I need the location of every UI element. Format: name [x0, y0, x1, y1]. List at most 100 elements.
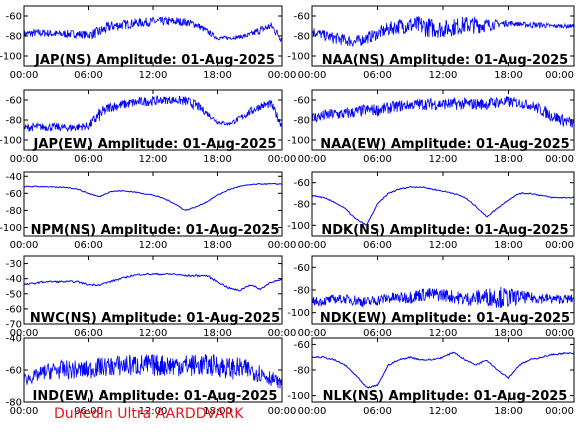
x-tick-label: 06:00 — [363, 154, 392, 165]
panel-title: JAP(EW) Amplitude: 01-Aug-2025 — [33, 137, 277, 152]
x-tick-label: 00:00 — [10, 328, 39, 339]
series-line — [311, 286, 575, 309]
series-line — [23, 15, 283, 44]
x-tick-label: 00:00 — [298, 240, 327, 251]
series-line — [23, 272, 283, 292]
x-tick-label: 06:00 — [74, 328, 103, 339]
y-tick-label: -60 — [294, 178, 310, 189]
y-tick-label: -80 — [6, 398, 22, 409]
x-tick-label: 18:00 — [494, 154, 523, 165]
y-tick-label: -30 — [6, 259, 22, 270]
chart-panel-5: -100 -80 -60 00:00 06:00 12:00 18:00 00:00 NDK(N… — [287, 171, 575, 251]
x-tick-label: 12:00 — [139, 240, 168, 251]
chart-panel-7: -100 -80 -60 00:00 06:00 12:00 18:00 00:00 NDK(E… — [287, 255, 575, 339]
x-tick-label: 12:00 — [139, 406, 168, 417]
x-tick-label: 18:00 — [203, 70, 232, 81]
x-tick-label: 06:00 — [74, 240, 103, 251]
x-tick-label: 00:00 — [268, 240, 297, 251]
chart-panel-6: -70 -60 -50 -40 -30 00:00 06:00 12:00 18:00 00:00… — [6, 255, 297, 339]
y-tick-label: -80 — [294, 366, 310, 377]
x-tick-label: 06:00 — [363, 70, 392, 81]
panel-title: NWC(NS) Amplitude: 01-Aug-2025 — [30, 311, 280, 326]
y-tick-label: -60 — [6, 96, 22, 107]
x-tick-label: 00:00 — [268, 70, 297, 81]
series-line — [23, 95, 283, 132]
y-tick-label: -80 — [294, 32, 310, 43]
x-tick-label: 18:00 — [494, 328, 523, 339]
x-tick-label: 00:00 — [268, 154, 297, 165]
x-tick-label: 12:00 — [429, 70, 458, 81]
y-tick-label: -100 — [287, 136, 310, 147]
x-tick-label: 00:00 — [298, 406, 327, 417]
x-tick-label: 12:00 — [429, 406, 458, 417]
y-tick-label: -60 — [6, 304, 22, 315]
x-tick-label: 00:00 — [545, 240, 574, 251]
x-tick-label: 18:00 — [203, 406, 232, 417]
x-tick-label: 12:00 — [429, 154, 458, 165]
chart-panel-2: -100 -80 -60 00:00 06:00 12:00 18:00 00:00 JAP(E… — [0, 89, 297, 165]
y-tick-label: -40 — [6, 334, 22, 345]
x-tick-label: 18:00 — [494, 70, 523, 81]
x-tick-label: 06:00 — [363, 240, 392, 251]
panel-title: IND(EW) Amplitude: 01-Aug-2025 — [33, 389, 278, 404]
x-tick-label: 00:00 — [268, 328, 297, 339]
x-tick-label: 18:00 — [203, 328, 232, 339]
y-tick-label: -100 — [0, 52, 22, 63]
y-tick-label: -80 — [294, 200, 310, 211]
y-tick-label: -100 — [287, 391, 310, 402]
x-tick-label: 00:00 — [545, 70, 574, 81]
y-tick-label: -80 — [6, 206, 22, 217]
y-tick-label: -100 — [0, 136, 22, 147]
x-tick-label: 06:00 — [74, 406, 103, 417]
y-tick-label: -60 — [294, 340, 310, 351]
x-tick-label: 00:00 — [298, 328, 327, 339]
x-tick-label: 06:00 — [74, 70, 103, 81]
y-tick-label: -70 — [6, 320, 22, 331]
panel-title: NAA(EW) Amplitude: 01-Aug-2025 — [320, 137, 569, 152]
y-tick-label: -60 — [294, 12, 310, 23]
x-tick-label: 18:00 — [203, 154, 232, 165]
y-tick-label: -60 — [6, 366, 22, 377]
x-tick-label: 00:00 — [545, 154, 574, 165]
x-tick-label: 00:00 — [545, 328, 574, 339]
chart-panel-1: -100 -80 -60 00:00 06:00 12:00 18:00 00:00 NAA(N… — [287, 5, 575, 81]
series-line — [311, 15, 575, 47]
x-tick-label: 18:00 — [494, 406, 523, 417]
y-tick-label: -100 — [287, 52, 310, 63]
x-tick-label: 18:00 — [203, 240, 232, 251]
y-tick-label: -50 — [6, 289, 22, 300]
y-tick-label: -80 — [6, 116, 22, 127]
x-tick-label: 12:00 — [139, 70, 168, 81]
series-line — [23, 182, 282, 211]
x-tick-label: 06:00 — [363, 328, 392, 339]
panel-title: NLK(NS) Amplitude: 01-Aug-2025 — [323, 389, 568, 404]
x-tick-label: 00:00 — [545, 406, 574, 417]
x-tick-label: 12:00 — [429, 240, 458, 251]
series-line — [311, 351, 575, 389]
x-tick-label: 18:00 — [494, 240, 523, 251]
series-line — [311, 185, 575, 226]
y-tick-label: -100 — [287, 221, 310, 232]
chart-panel-8: -80 -60 -40 00:00 06:00 12:00 18:00 00:00 IND(EW… — [6, 334, 297, 418]
chart-panel-9: -100 -80 -60 00:00 06:00 12:00 18:00 00:00 NLK(N… — [287, 337, 575, 417]
x-tick-label: 00:00 — [298, 70, 327, 81]
x-tick-label: 06:00 — [74, 154, 103, 165]
x-tick-label: 00:00 — [298, 154, 327, 165]
panel-title: NDK(EW) Amplitude: 01-Aug-2025 — [320, 311, 570, 326]
y-tick-label: -80 — [6, 32, 22, 43]
x-tick-label: 00:00 — [268, 406, 297, 417]
y-tick-label: -100 — [0, 223, 22, 234]
x-tick-label: 00:00 — [10, 240, 39, 251]
x-tick-label: 12:00 — [429, 328, 458, 339]
y-tick-label: -40 — [6, 172, 22, 183]
y-tick-label: -80 — [294, 286, 310, 297]
panel-title: NAA(NS) Amplitude: 01-Aug-2025 — [322, 53, 568, 68]
y-tick-label: -40 — [6, 274, 22, 285]
x-tick-label: 00:00 — [10, 70, 39, 81]
x-tick-label: 00:00 — [10, 154, 39, 165]
x-tick-label: 06:00 — [363, 406, 392, 417]
panel-title: NDK(NS) Amplitude: 01-Aug-2025 — [321, 223, 568, 238]
chart-panel-3: -100 -80 -60 00:00 06:00 12:00 18:00 00:00 NAA(E… — [287, 89, 575, 165]
footer-label: Dunedin Ultra AARDDVARK — [54, 406, 244, 422]
series-line — [311, 96, 575, 128]
